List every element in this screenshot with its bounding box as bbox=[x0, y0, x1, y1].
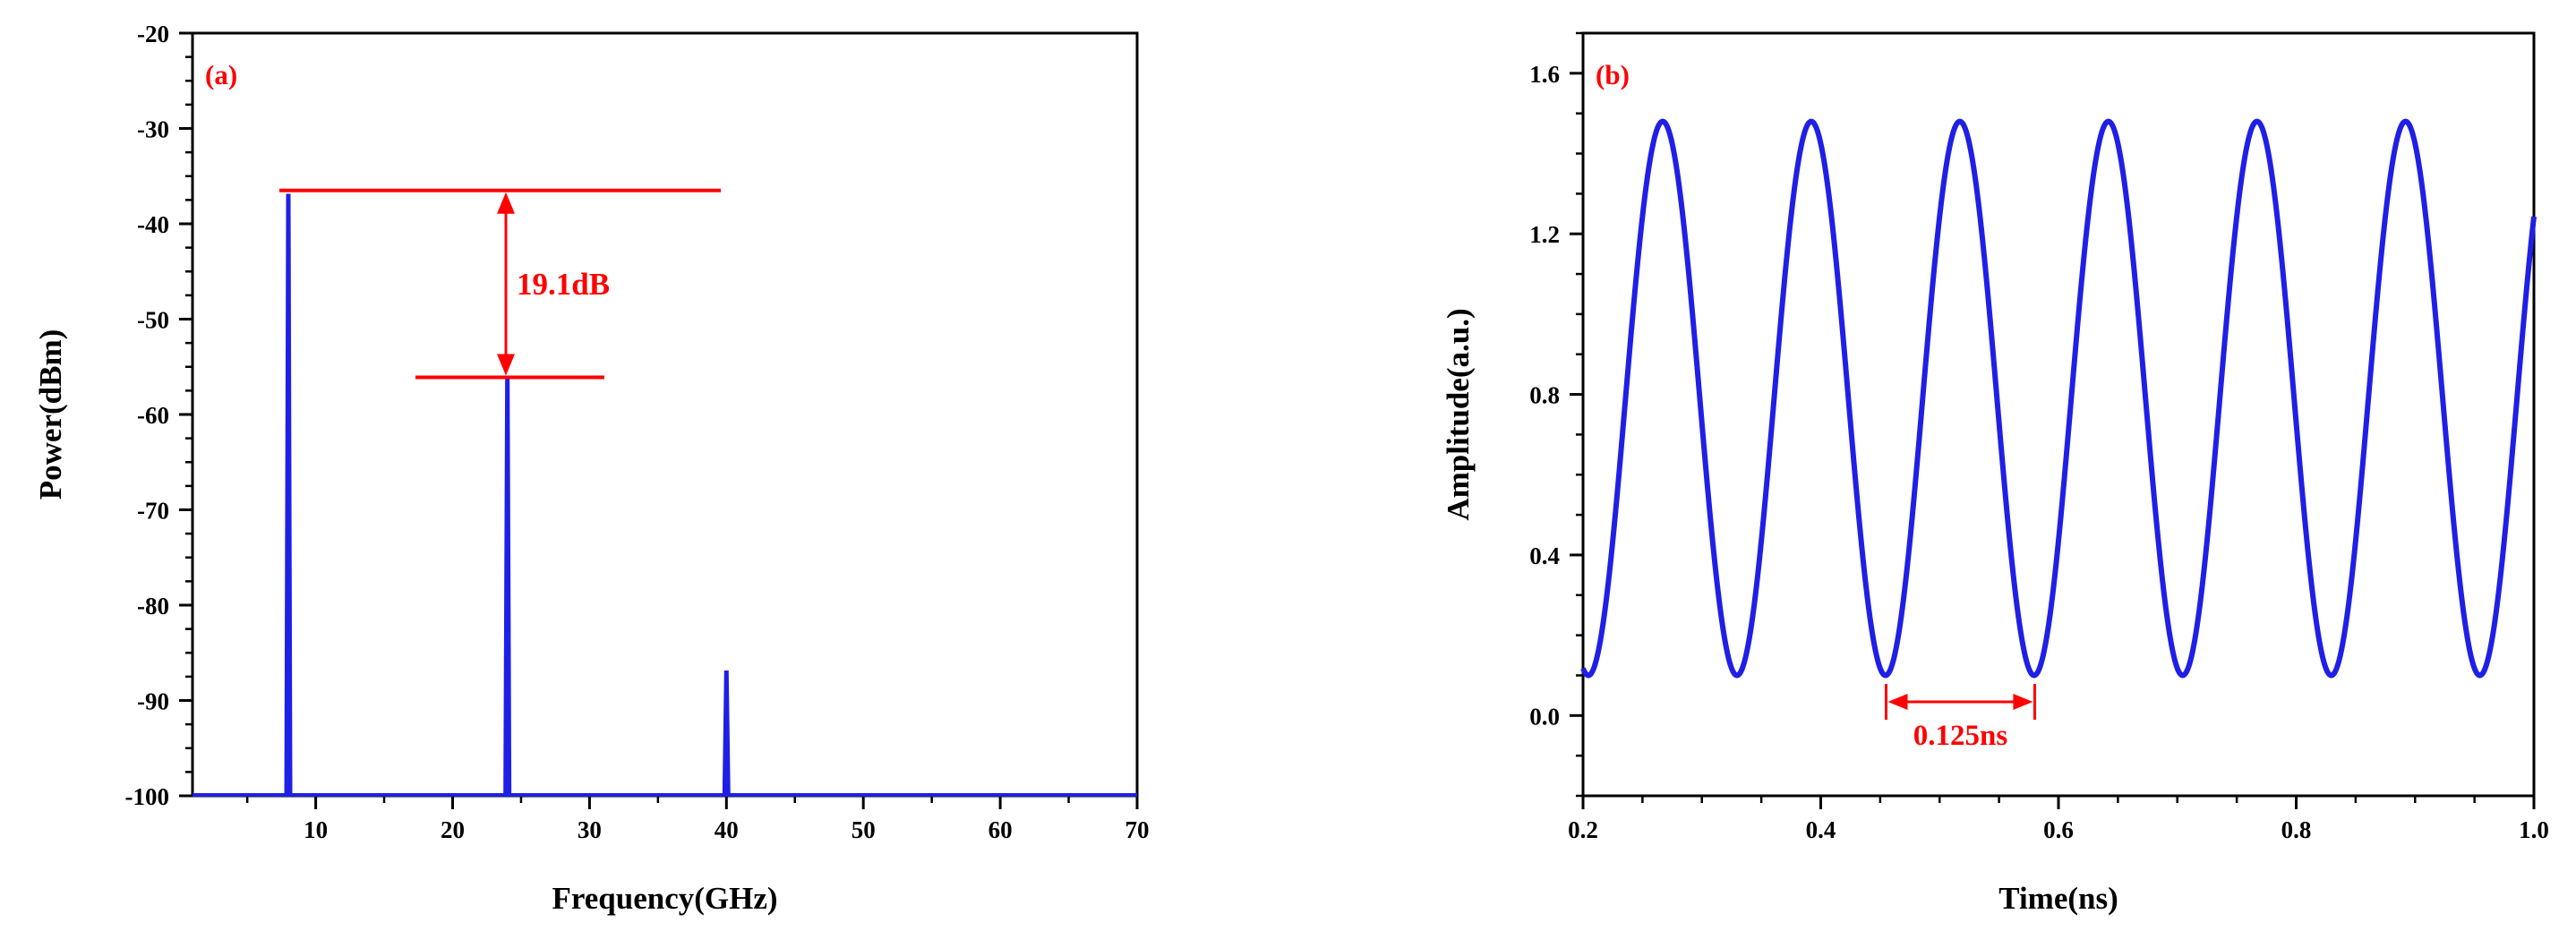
x-tick-label: 10 bbox=[304, 816, 328, 843]
y-tick-label: 0.8 bbox=[1529, 382, 1560, 409]
chart-panel-a: 10 20 30 40 50 60 70 -100 -90 -80 -70 -60 -50 -40 -30 -… bbox=[33, 21, 1150, 916]
arrow-head-right bbox=[2013, 694, 2033, 710]
x-tick-label: 50 bbox=[852, 816, 876, 843]
y-axis-title: Amplitude(a.u.) bbox=[1441, 308, 1476, 520]
spectral-peak bbox=[503, 375, 512, 797]
arrow-head-down bbox=[497, 354, 515, 376]
y-axis-title: Power(dBm) bbox=[33, 329, 68, 500]
spectral-peak bbox=[284, 193, 293, 797]
chart-panel-b: 0.2 0.4 0.6 0.8 1.0 0.0 0.4 0.8 1.2 1.6 Time(ns) Am… bbox=[1441, 31, 2549, 916]
y-tick-label: -70 bbox=[137, 498, 169, 525]
y-tick-label: -90 bbox=[137, 688, 169, 715]
arrow-head-up bbox=[497, 192, 515, 214]
panel-label: (a) bbox=[205, 59, 237, 90]
y-tick-label: -60 bbox=[137, 402, 169, 429]
period-label: 0.125ns bbox=[1913, 720, 2008, 752]
x-axis-title: Frequency(GHz) bbox=[552, 881, 777, 916]
panel-label: (b) bbox=[1596, 59, 1630, 90]
y-tick-label: 1.6 bbox=[1529, 61, 1560, 88]
waveform-line bbox=[1580, 118, 2537, 679]
x-tick-label: 40 bbox=[715, 816, 739, 843]
x-tick-label: 1.0 bbox=[2519, 816, 2549, 843]
plot-frame bbox=[1581, 31, 2536, 798]
x-tick-label: 30 bbox=[578, 816, 602, 843]
x-tick-label: 60 bbox=[988, 816, 1013, 843]
y-tick-label: -30 bbox=[137, 116, 169, 143]
y-tick-label: -100 bbox=[125, 783, 170, 810]
x-tick-label: 70 bbox=[1125, 816, 1150, 843]
y-tick-label: -80 bbox=[137, 593, 169, 619]
arrow-head-left bbox=[1887, 694, 1908, 710]
y-tick-label: 0.0 bbox=[1529, 703, 1560, 730]
y-tick-label: -40 bbox=[137, 211, 169, 238]
y-tick-label: 0.4 bbox=[1529, 542, 1560, 569]
x-tick-label: 0.6 bbox=[2043, 816, 2074, 843]
x-axis-title: Time(ns) bbox=[1998, 881, 2118, 916]
x-tick-label: 0.8 bbox=[2281, 816, 2312, 843]
difference-label: 19.1dB bbox=[517, 267, 610, 302]
x-tick-label: 0.2 bbox=[1568, 816, 1598, 843]
plot-frame bbox=[191, 31, 1139, 798]
y-tick-label: -20 bbox=[137, 21, 169, 47]
spectral-peak bbox=[722, 670, 731, 797]
x-tick-label: 20 bbox=[441, 816, 465, 843]
y-tick-label: -50 bbox=[137, 307, 169, 334]
y-tick-label: 1.2 bbox=[1529, 221, 1560, 248]
x-tick-label: 0.4 bbox=[1806, 816, 1836, 843]
